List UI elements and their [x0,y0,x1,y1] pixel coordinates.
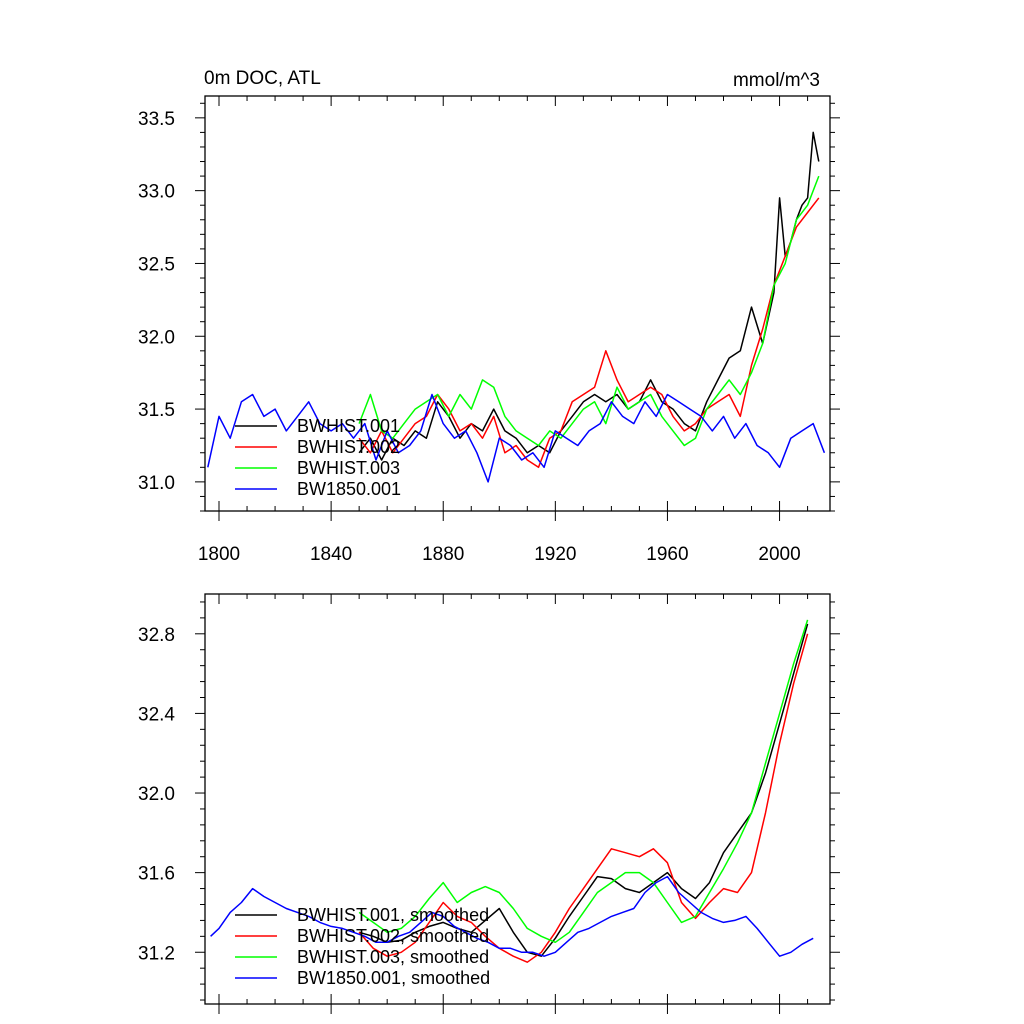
legend-label: BWHIST.001, smoothed [297,905,489,925]
legend-label: BWHIST.002, smoothed [297,926,489,946]
y-tick-label: 32.0 [138,784,175,805]
series-line [358,633,809,963]
x-tick-label: 1920 [534,544,576,565]
x-tick-label: 2000 [758,544,800,565]
series-line [210,875,814,957]
x-tick-label: 1960 [646,544,688,565]
y-tick-label: 33.5 [138,109,175,130]
series-line [358,623,809,957]
series-line [358,197,820,469]
y-tick-label: 31.2 [138,943,175,964]
panel-bottom-series [210,619,814,963]
y-tick-label: 33.0 [138,182,175,203]
panel-top-series [207,131,826,483]
legend-label: BW1850.001 [297,479,401,499]
y-tick-label: 31.6 [138,864,175,885]
panel-bottom-ticks: 31.2 31.6 32.0 32.4 32.8 [138,594,840,1014]
y-tick-label: 31.0 [138,473,175,494]
panel-bottom: 31.2 31.6 32.0 32.4 32.8 BWHIST.001, smoothe… [138,593,840,1014]
panel-top-frame [204,95,831,512]
x-tick-label: 1840 [310,544,352,565]
legend-label: BW1850.001, smoothed [297,968,490,988]
legend-label: BWHIST.003 [297,458,400,478]
series-line [358,619,809,944]
panel-top: 0m DOC, ATL mmol/m^3 1800 1840 1880 1920 196… [138,68,840,565]
series-line [358,131,820,461]
y-tick-label: 32.0 [138,327,175,348]
legend-label: BWHIST.003, smoothed [297,947,489,967]
x-tick-label: 1800 [198,544,240,565]
legend-label: BWHIST.002 [297,437,400,457]
y-tick-label: 32.5 [138,254,175,275]
series-line [207,393,826,483]
y-tick-label: 32.8 [138,625,175,646]
y-tick-label: 31.5 [138,400,175,421]
panel-bottom-frame [204,593,831,1005]
panel-top-title: 0m DOC, ATL [204,68,321,89]
panel-top-units: mmol/m^3 [733,70,820,91]
x-tick-label: 1880 [422,544,464,565]
series-line [358,175,820,447]
panel-top-ticks: 1800 1840 1880 1920 1960 2000 31.0 31.5 32.0 32.5… [138,96,840,565]
y-tick-label: 32.4 [138,704,175,725]
legend-label: BWHIST.001 [297,416,400,436]
